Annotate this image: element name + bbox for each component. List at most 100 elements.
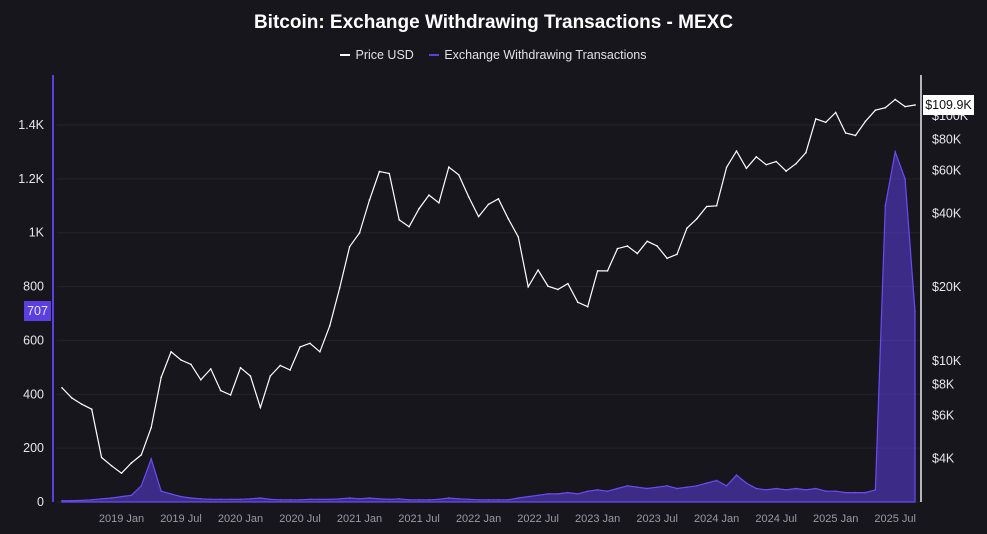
withdrawals-point (170, 493, 172, 495)
price-point (368, 199, 371, 201)
withdrawals-point (338, 497, 341, 500)
withdrawals-point (457, 497, 460, 500)
legend-label-withdrawals: Exchange Withdrawing Transactions (444, 48, 647, 62)
withdrawals-point (408, 499, 410, 501)
price-point (219, 389, 222, 392)
price-point (140, 454, 143, 456)
price-point (527, 285, 529, 288)
withdrawals-point (755, 487, 758, 490)
withdrawals-point (130, 494, 133, 497)
price-point (606, 270, 609, 272)
withdrawals-point (160, 490, 162, 493)
right-tick-label: $20K (932, 280, 962, 294)
price-point (428, 194, 430, 196)
x-tick-label: 2023 Jul (636, 513, 678, 525)
withdrawals-point (656, 486, 658, 488)
price-point (636, 252, 639, 255)
legend-item-withdrawals[interactable]: Exchange Withdrawing Transactions (429, 48, 647, 62)
withdrawals-point (527, 495, 529, 498)
withdrawals-point (418, 499, 420, 501)
withdrawals-point (616, 487, 619, 490)
price-point (467, 196, 470, 198)
price-point (497, 197, 500, 200)
withdrawals-point (725, 485, 728, 487)
withdrawals-point (626, 485, 629, 487)
withdrawals-point (904, 178, 906, 180)
left-tick-label: 600 (23, 333, 44, 347)
price-point (795, 162, 797, 165)
left-tick-label: 400 (23, 387, 44, 401)
withdrawals-point (110, 497, 113, 499)
price-point (894, 98, 897, 101)
x-tick-label: 2025 Jul (874, 513, 916, 525)
price-point (586, 305, 589, 308)
left-tick-label: 1.2K (18, 172, 44, 186)
withdrawals-point (646, 487, 649, 490)
withdrawals-point (239, 498, 242, 501)
withdrawals-point (606, 490, 609, 493)
withdrawals-point (200, 497, 202, 500)
withdrawals-point (666, 485, 668, 487)
withdrawals-point (140, 485, 143, 487)
price-point (477, 215, 480, 218)
price-point (686, 227, 688, 230)
withdrawals-point (696, 485, 698, 487)
price-point (676, 253, 678, 256)
price-point (130, 462, 133, 464)
price-point (626, 245, 629, 247)
withdrawals-point (557, 493, 559, 495)
withdrawals-point (279, 499, 281, 501)
withdrawals-point (71, 499, 73, 502)
withdrawals-point (249, 497, 252, 500)
withdrawals-point (269, 498, 272, 501)
price-point (656, 245, 658, 247)
withdrawals-point (537, 494, 539, 497)
withdrawals-point (388, 498, 391, 501)
price-point (765, 163, 768, 166)
right-current-value-badge (923, 95, 974, 115)
price-point (398, 219, 401, 221)
withdrawals-point (854, 491, 857, 494)
withdrawals-point (467, 498, 470, 501)
price-point (209, 368, 212, 370)
price-point (735, 150, 738, 152)
withdrawals-point (319, 498, 321, 501)
left-tick-label: 800 (23, 280, 44, 294)
price-point (834, 111, 837, 114)
withdrawals-point (289, 499, 291, 501)
price-point (805, 151, 807, 154)
x-tick-label: 2024 Jan (694, 513, 739, 525)
price-point (180, 359, 182, 361)
withdrawals-point (229, 498, 232, 501)
withdrawals-point (715, 479, 718, 482)
withdrawals-point (735, 474, 738, 476)
legend-item-price[interactable]: Price USD (340, 48, 414, 62)
price-point (824, 121, 827, 124)
withdrawals-point (686, 486, 688, 488)
withdrawals-point (328, 498, 331, 501)
price-point (378, 170, 381, 173)
withdrawals-point (864, 491, 867, 494)
withdrawals-point (378, 497, 381, 500)
chart-title: Bitcoin: Exchange Withdrawing Transactio… (253, 12, 734, 33)
price-point (358, 232, 361, 234)
price-point (547, 285, 549, 288)
right-tick-label: $80K (932, 133, 962, 147)
price-point (874, 109, 877, 112)
withdrawals-point (448, 497, 450, 499)
withdrawals-point (90, 499, 93, 501)
price-point (646, 240, 649, 243)
withdrawals-point (805, 489, 807, 491)
withdrawals-point (209, 498, 212, 501)
price-point (328, 324, 331, 327)
x-tick-label: 2021 Jul (398, 513, 440, 525)
legend-swatch-withdrawals (429, 54, 440, 56)
price-point (616, 247, 619, 250)
price-point (299, 346, 301, 348)
withdrawals-point (874, 489, 877, 491)
left-tick-label: 0 (37, 495, 44, 509)
price-point (110, 464, 113, 467)
withdrawals-point (676, 487, 678, 490)
left-tick-label: 200 (23, 441, 44, 455)
